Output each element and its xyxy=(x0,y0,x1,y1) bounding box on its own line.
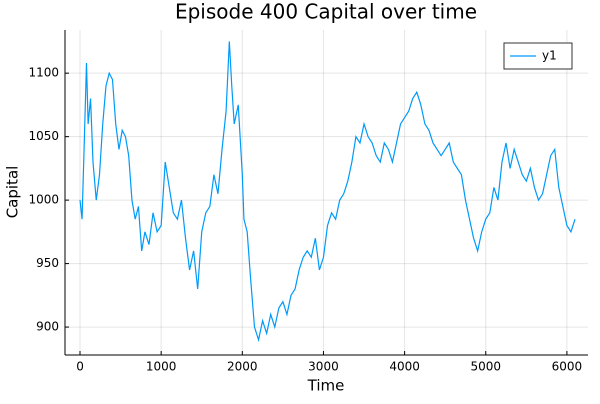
x-tick-label: 4000 xyxy=(389,360,420,374)
x-tick-label: 2000 xyxy=(227,360,258,374)
chart-title: Episode 400 Capital over time xyxy=(175,0,477,24)
y-tick-label: 900 xyxy=(36,320,59,334)
y-tick-label: 1100 xyxy=(28,66,59,80)
x-axis-label: Time xyxy=(307,377,345,395)
x-tick-label: 3000 xyxy=(308,360,339,374)
y-axis-label: Capital xyxy=(4,166,22,219)
legend-label: y1 xyxy=(542,49,557,63)
line-series xyxy=(79,41,576,343)
x-tick-label: 6000 xyxy=(552,360,583,374)
x-tick-label: 1000 xyxy=(146,360,177,374)
x-tick-label: 5000 xyxy=(470,360,501,374)
y-tick-label: 950 xyxy=(36,256,59,270)
y-tick-label: 1050 xyxy=(28,129,59,143)
y-tick-label: 1000 xyxy=(28,193,59,207)
x-tick-label: 0 xyxy=(76,360,84,374)
